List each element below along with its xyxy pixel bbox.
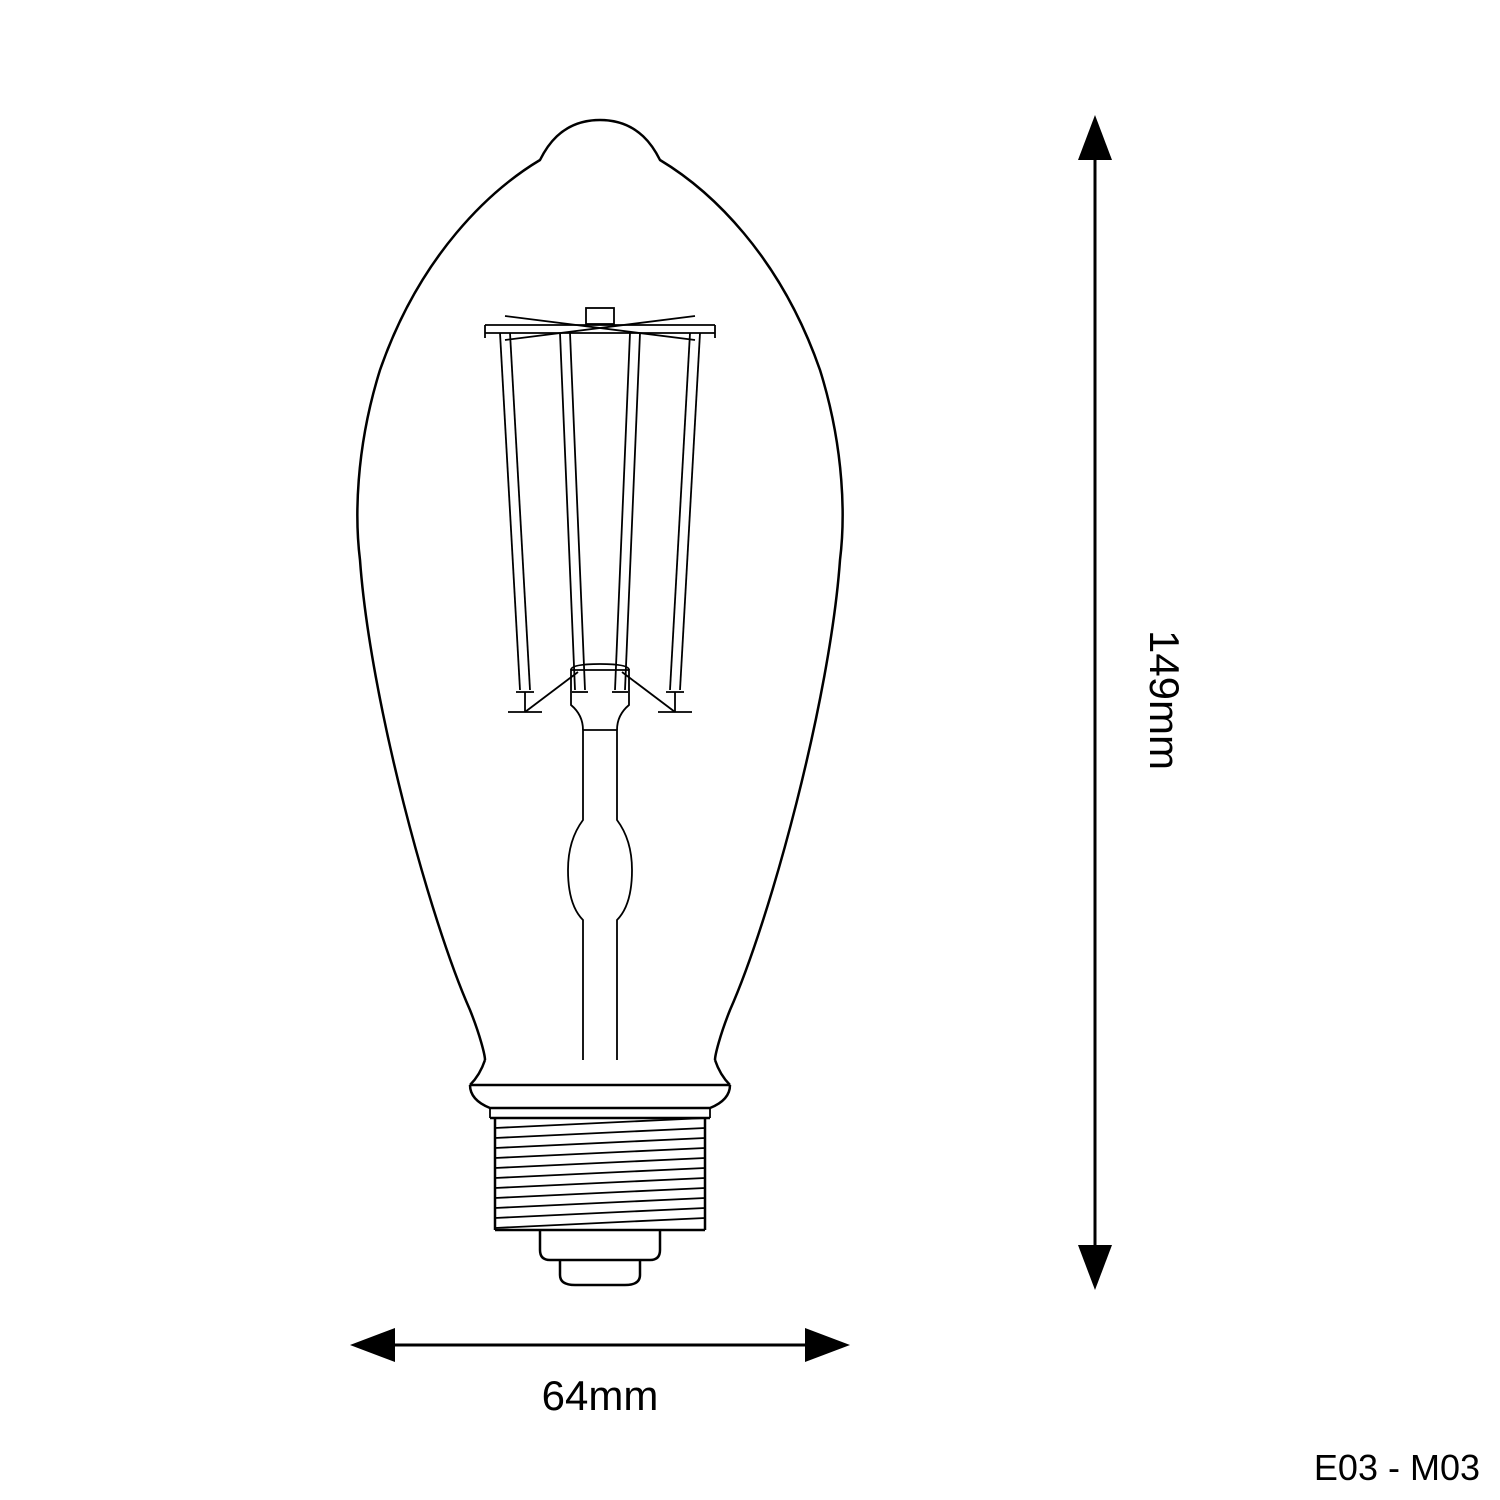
height-label: 149mm [1141, 630, 1188, 770]
bulb-technical-drawing: 149mm 64mm E03 - M03 [0, 0, 1500, 1500]
screw-thread [495, 1118, 705, 1230]
bulb-collar [470, 1085, 730, 1118]
width-dimension: 64mm [350, 1328, 850, 1419]
led-filaments [500, 333, 700, 712]
glass-stem [568, 308, 632, 1060]
filament-top-bar [485, 316, 715, 340]
bulb-outline [357, 120, 842, 1085]
bottom-contact [540, 1230, 660, 1285]
height-dimension: 149mm [1078, 115, 1188, 1290]
product-code: E03 - M03 [1314, 1447, 1480, 1488]
support-wires [508, 672, 692, 712]
width-label: 64mm [542, 1372, 659, 1419]
